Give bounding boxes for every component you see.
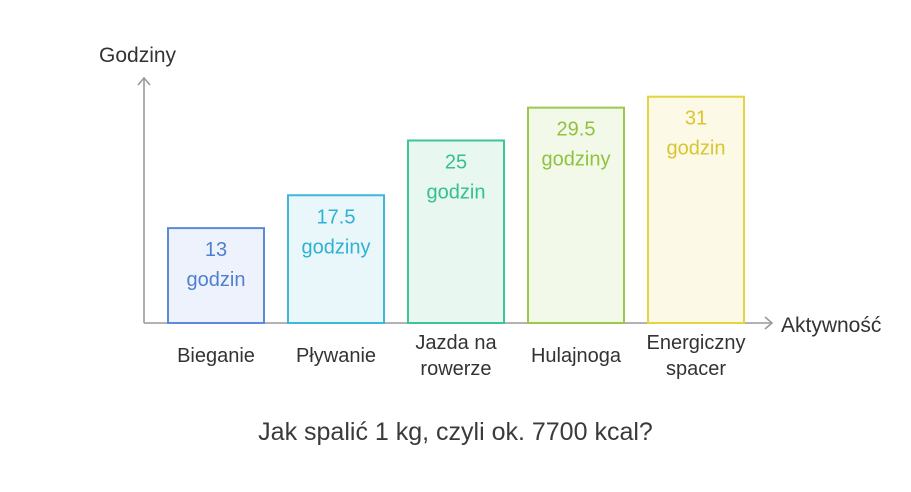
bar xyxy=(527,106,625,325)
bar-value-label: 17.5 xyxy=(317,206,356,228)
bar-value-label: godzin xyxy=(187,269,246,291)
bar-value-label: godziny xyxy=(302,236,371,258)
bar xyxy=(287,194,385,324)
category-label: Pływanie xyxy=(296,345,376,367)
category-labels: Bieganie Pływanie Jazda na rowerze Hulajnoga… xyxy=(177,332,745,380)
bar-value-label: godziny xyxy=(542,149,611,171)
bar-value-label: 29.5 xyxy=(557,119,596,141)
category-label: Energiczny xyxy=(647,332,746,354)
y-axis-arrow xyxy=(137,76,151,86)
category-label: Hulajnoga xyxy=(531,345,622,367)
bar-value-label: 25 xyxy=(445,152,467,174)
category-label: Bieganie xyxy=(177,345,255,367)
category-label: rowerze xyxy=(420,358,491,380)
x-axis-arrow xyxy=(764,316,774,330)
category-label: spacer xyxy=(666,358,726,380)
bar xyxy=(407,139,505,324)
category-label: Jazda na xyxy=(415,332,497,354)
x-axis-title: Aktywność xyxy=(781,314,881,337)
bar-value-label: 31 xyxy=(685,108,707,130)
value-labels: 13 godzin 17.5 godziny 25 godzin 29.5 godziny 31… xyxy=(187,108,726,291)
y-axis-title: Godziny xyxy=(99,44,177,67)
chart-caption: Jak spalić 1 kg, czyli ok. 7700 kcal? xyxy=(258,418,653,446)
bar xyxy=(647,95,745,324)
bar-value-label: godzin xyxy=(667,138,726,160)
bar-value-label: godzin xyxy=(427,182,486,204)
bars xyxy=(167,95,745,325)
bar-value-label: 13 xyxy=(205,239,227,261)
bar xyxy=(167,227,265,325)
